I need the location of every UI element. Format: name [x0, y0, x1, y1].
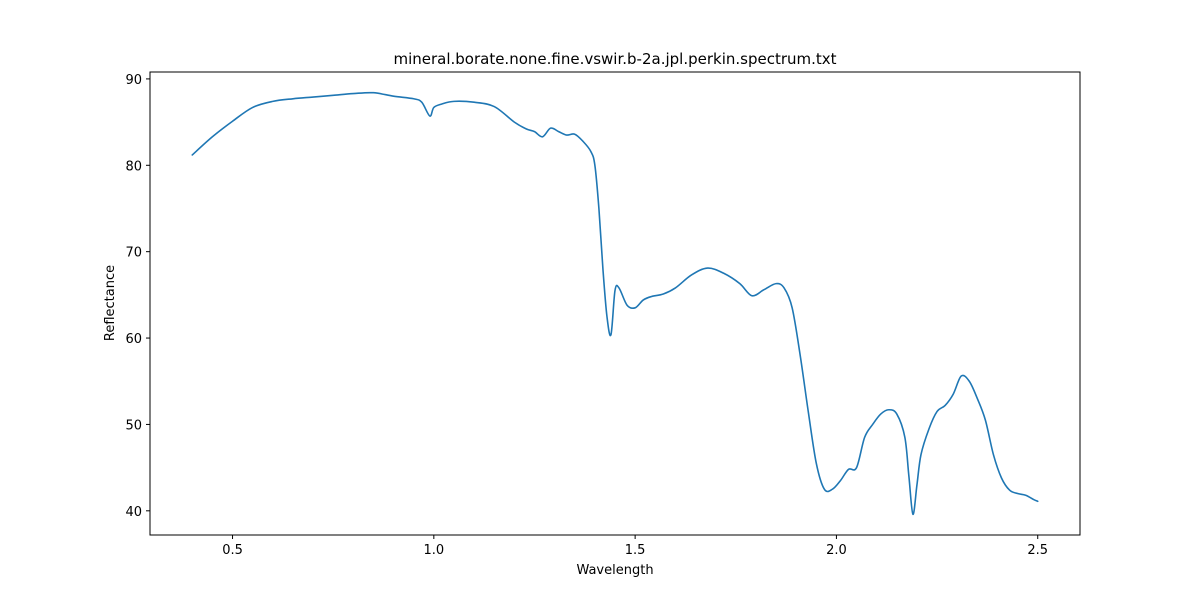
plot-frame: [149, 71, 1081, 536]
y-tick-label: 90: [125, 73, 142, 88]
x-tick-label: 1.5: [625, 543, 646, 558]
plot-area: [149, 71, 1081, 536]
chart-title: mineral.borate.none.fine.vswir.b-2a.jpl.…: [393, 50, 836, 68]
x-tick-label: 2.0: [826, 543, 847, 558]
x-tick-label: 0.5: [222, 543, 243, 558]
y-tick-label: 60: [125, 332, 142, 347]
y-tick-label: 70: [125, 246, 142, 261]
y-tick-label: 80: [125, 159, 142, 174]
x-tick-label: 1.0: [423, 543, 444, 558]
x-tick-label: 2.5: [1027, 543, 1048, 558]
y-axis: 40 50 60 70 80 90: [125, 73, 150, 520]
series-layer: [191, 91, 1039, 516]
y-axis-title: Reflectance: [103, 265, 118, 341]
x-axis-title: Wavelength: [576, 563, 653, 578]
x-axis: 0.5 1.0 1.5 2.0 2.5: [222, 535, 1048, 558]
y-tick-label: 40: [125, 505, 142, 520]
y-tick-label: 50: [125, 418, 142, 433]
spectrum-line: [191, 91, 1039, 516]
